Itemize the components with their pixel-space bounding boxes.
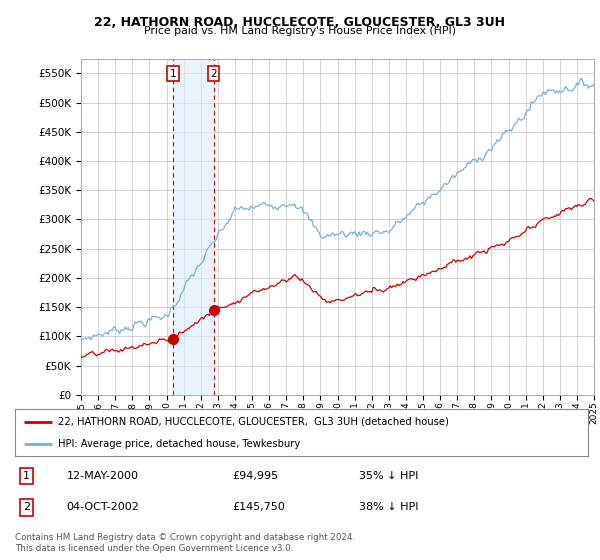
- Text: 1: 1: [23, 471, 30, 481]
- Text: £145,750: £145,750: [233, 502, 286, 512]
- Text: HPI: Average price, detached house, Tewkesbury: HPI: Average price, detached house, Tewk…: [58, 438, 300, 449]
- Text: 22, HATHORN ROAD, HUCCLECOTE, GLOUCESTER,  GL3 3UH (detached house): 22, HATHORN ROAD, HUCCLECOTE, GLOUCESTER…: [58, 417, 449, 427]
- Text: 38% ↓ HPI: 38% ↓ HPI: [359, 502, 418, 512]
- Bar: [173, 59, 214, 395]
- Text: 1: 1: [170, 69, 176, 79]
- Text: Contains HM Land Registry data © Crown copyright and database right 2024.
This d: Contains HM Land Registry data © Crown c…: [15, 533, 355, 553]
- Text: 35% ↓ HPI: 35% ↓ HPI: [359, 471, 418, 481]
- Text: 22, HATHORN ROAD, HUCCLECOTE, GLOUCESTER, GL3 3UH: 22, HATHORN ROAD, HUCCLECOTE, GLOUCESTER…: [95, 16, 505, 29]
- Text: 2: 2: [210, 69, 217, 79]
- Text: 04-OCT-2002: 04-OCT-2002: [67, 502, 139, 512]
- Text: £94,995: £94,995: [233, 471, 279, 481]
- Text: Price paid vs. HM Land Registry's House Price Index (HPI): Price paid vs. HM Land Registry's House …: [144, 26, 456, 36]
- Text: 2: 2: [23, 502, 30, 512]
- Text: 12-MAY-2000: 12-MAY-2000: [67, 471, 139, 481]
